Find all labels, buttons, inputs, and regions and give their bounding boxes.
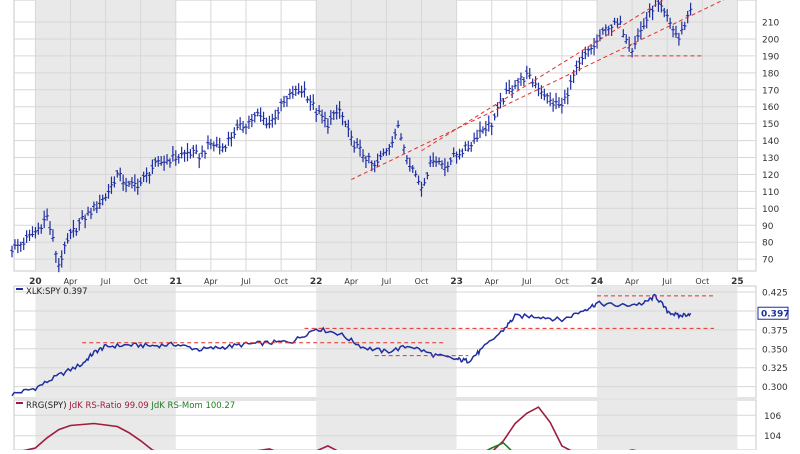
price-y-tick-label: 170 <box>762 86 779 96</box>
rrg-legend-mom: JdK RS-Mom 100.27 <box>150 401 235 411</box>
rrg-y-tick-label: 106 <box>764 412 781 422</box>
year-band <box>597 400 738 450</box>
price-y-tick-label: 130 <box>762 154 779 164</box>
x-month-label: Jul <box>100 277 111 286</box>
x-year-label: 24 <box>591 277 604 287</box>
x-year-label: 25 <box>731 277 744 287</box>
year-band <box>316 286 457 398</box>
rrg-y-tick-label: 104 <box>764 432 781 442</box>
year-band <box>316 400 457 450</box>
rrg-legend-ratio: JdK RS-Ratio 99.09 <box>68 401 151 411</box>
x-month-label: Jul <box>381 277 392 286</box>
x-month-label: Oct <box>555 277 569 286</box>
x-month-label: Oct <box>415 277 429 286</box>
rs-y-tick-label: 0.300 <box>762 383 788 393</box>
price-panel: 70 80 90 100 110 120 130 140 150 160 170 180 190 200 2… <box>10 0 779 287</box>
rrg-legend-swatch <box>16 402 23 404</box>
trend-channel-upper <box>421 0 665 152</box>
rs-current-value-box <box>757 306 789 320</box>
price-y-tick-label: 150 <box>762 120 779 130</box>
price-y-tick-label: 210 <box>762 19 779 29</box>
x-month-label: Oct <box>274 277 288 286</box>
x-month-label: Oct <box>134 277 148 286</box>
year-band <box>597 286 738 398</box>
x-month-label: Apr <box>344 277 359 286</box>
price-y-tick-label: 70 <box>762 256 774 266</box>
x-month-label: Apr <box>204 277 219 286</box>
x-month-label: Apr <box>625 277 640 286</box>
x-month-label: Jul <box>240 277 251 286</box>
relative-strength-panel: 0.300 0.325 0.350 0.375 0.425 XLK:SPY 0.397 0.… <box>11 285 789 399</box>
x-year-label: 20 <box>29 277 42 287</box>
x-year-label: 22 <box>310 277 323 287</box>
price-y-tick-label: 110 <box>762 188 779 198</box>
rs-y-tick-label: 0.325 <box>762 364 788 374</box>
price-y-tick-label: 190 <box>762 52 779 62</box>
rrg-rs-ratio-line <box>11 406 738 454</box>
price-y-tick-label: 80 <box>762 239 774 249</box>
x-month-label: Oct <box>695 277 709 286</box>
price-y-tick-label: 120 <box>762 171 779 181</box>
x-month-label: Apr <box>485 277 500 286</box>
rrg-legend: RRG(SPY) JdK RS-Ratio 99.09 JdK RS-Mom 1… <box>26 401 235 411</box>
price-y-tick-label: 100 <box>762 205 779 215</box>
rrg-panel: 104 106 RRG(SPY) JdK RS-Ratio 99.09 JdK RS… <box>11 399 781 454</box>
rrg-title: RRG(SPY) <box>26 401 69 411</box>
rs-y-tick-label: 0.375 <box>762 326 788 336</box>
rs-legend-swatch <box>16 288 23 290</box>
price-y-tick-label: 200 <box>762 35 779 45</box>
rs-current-value: 0.397 <box>761 310 789 320</box>
x-month-label: Jul <box>521 277 532 286</box>
rs-y-tick-label: 0.425 <box>762 289 788 299</box>
price-y-tick-label: 90 <box>762 222 774 232</box>
price-y-tick-label: 140 <box>762 137 779 147</box>
x-year-label: 21 <box>170 277 183 287</box>
rs-y-tick-label: 0.350 <box>762 345 788 355</box>
rs-line <box>11 293 692 397</box>
year-band <box>35 286 176 398</box>
price-y-tick-label: 180 <box>762 69 779 79</box>
x-month-label: Jul <box>661 277 672 286</box>
x-month-label: Apr <box>64 277 79 286</box>
price-y-tick-label: 160 <box>762 103 779 113</box>
trend-channel-lower <box>351 0 725 180</box>
rs-title: XLK:SPY 0.397 <box>26 287 88 297</box>
x-year-label: 23 <box>450 277 463 287</box>
